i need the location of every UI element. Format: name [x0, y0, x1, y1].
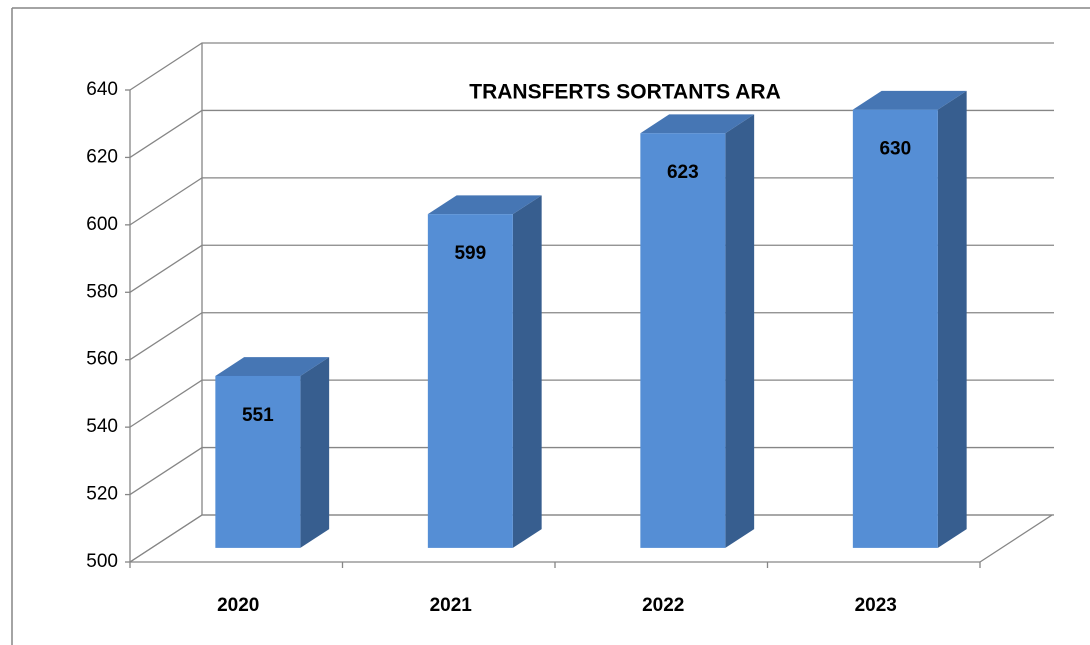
- y-tick-label: 600: [86, 214, 118, 235]
- chart-title: TRANSFERTS SORTANTS ARA: [469, 81, 781, 104]
- y-tick-label: 580: [86, 281, 118, 302]
- data-label: 630: [879, 139, 911, 160]
- bar: [640, 133, 726, 548]
- grid-line: [129, 42, 1054, 91]
- data-label: 623: [667, 162, 699, 183]
- bar-top: [427, 195, 542, 215]
- bar-side: [300, 357, 330, 548]
- bar-top: [215, 357, 330, 376]
- y-tick-label: 560: [86, 349, 118, 370]
- bar-side: [725, 114, 755, 548]
- bar-top: [852, 90, 967, 110]
- grid-line: [129, 446, 1054, 496]
- data-label: 551: [242, 405, 274, 426]
- grid-line: [129, 244, 1054, 293]
- grid-line: [129, 109, 1054, 158]
- bar: [427, 214, 513, 548]
- data-label: 599: [454, 243, 486, 264]
- y-tick-label: 620: [86, 146, 118, 167]
- grid-line: [129, 312, 1054, 361]
- grid-line: [129, 514, 1054, 563]
- bar-side: [937, 90, 967, 548]
- x-tick-label: 2021: [430, 595, 473, 616]
- x-tick-label: 2023: [855, 595, 897, 616]
- y-tick-label: 520: [86, 484, 118, 505]
- bar-side: [512, 195, 542, 548]
- grid-line: [129, 379, 1054, 428]
- grid-line: [129, 177, 1054, 226]
- bar-top: [640, 114, 755, 134]
- y-tick-label: 500: [86, 551, 118, 572]
- bar: [215, 375, 301, 548]
- y-tick-label: 640: [86, 79, 118, 100]
- y-tick-label: 540: [86, 416, 118, 437]
- x-tick-label: 2020: [217, 595, 259, 616]
- bar: [852, 109, 938, 548]
- x-tick-label: 2022: [642, 595, 684, 616]
